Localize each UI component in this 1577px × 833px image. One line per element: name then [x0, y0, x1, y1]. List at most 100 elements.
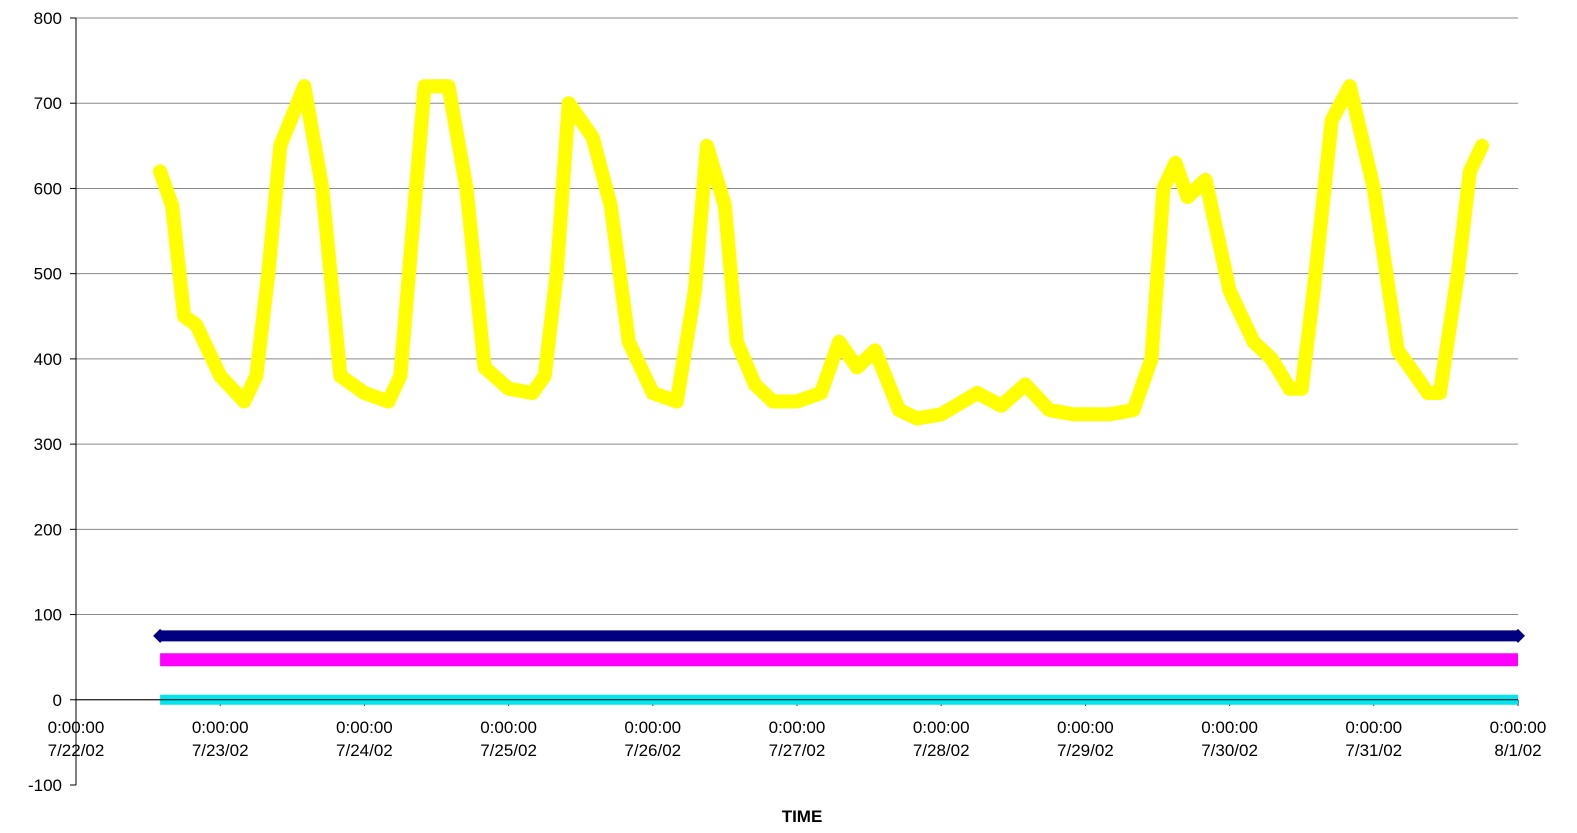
x-tick-date: 8/1/02 — [1494, 741, 1541, 760]
x-tick-time: 0:00:00 — [769, 718, 826, 737]
x-tick-date: 7/22/02 — [48, 741, 105, 760]
data-point — [748, 377, 761, 390]
data-point — [1199, 172, 1212, 185]
x-tick-time: 0:00:00 — [1057, 718, 1114, 737]
data-point — [418, 79, 431, 92]
axes — [75, 18, 1518, 785]
y-tick-label: 200 — [34, 520, 62, 539]
data-point — [316, 181, 329, 194]
data-point — [262, 266, 275, 279]
data-point — [670, 394, 683, 407]
data-point — [526, 385, 539, 398]
data-point — [1367, 181, 1380, 194]
data-point — [1433, 385, 1446, 398]
y-tick-label: 800 — [34, 9, 62, 28]
data-point — [604, 198, 617, 211]
x-tick-date: 7/30/02 — [1201, 741, 1258, 760]
data-point — [1307, 283, 1320, 296]
data-point — [911, 411, 924, 424]
data-point — [1403, 360, 1416, 373]
data-point — [214, 368, 227, 381]
data-point — [460, 181, 473, 194]
data-point — [153, 628, 168, 643]
data-point — [935, 407, 948, 420]
x-axis-label: TIME — [782, 807, 823, 826]
data-point — [688, 283, 701, 296]
data-point — [766, 394, 779, 407]
y-tick-label: -100 — [28, 776, 62, 795]
data-point — [700, 138, 713, 151]
data-point — [1475, 138, 1488, 151]
x-tick-date: 7/25/02 — [480, 741, 537, 760]
data-point — [178, 309, 191, 322]
data-point — [1511, 628, 1525, 643]
data-point — [274, 138, 287, 151]
data-point — [394, 368, 407, 381]
data-point — [1169, 155, 1182, 168]
data-point — [154, 164, 167, 177]
data-point — [1295, 381, 1308, 394]
data-point — [869, 343, 882, 356]
data-point — [166, 198, 179, 211]
data-point — [334, 368, 347, 381]
x-tick-date: 7/24/02 — [336, 741, 393, 760]
data-point — [995, 398, 1008, 411]
series-layer — [153, 79, 1525, 705]
x-tick-date: 7/29/02 — [1057, 741, 1114, 760]
data-point — [1451, 266, 1464, 279]
data-point — [190, 317, 203, 330]
data-point — [1157, 181, 1170, 194]
data-point — [791, 394, 803, 407]
data-point — [1343, 79, 1356, 92]
data-point — [1247, 334, 1260, 347]
data-point — [586, 130, 599, 143]
data-point — [1325, 113, 1338, 126]
data-point — [1127, 403, 1140, 416]
data-point — [851, 360, 864, 373]
data-point — [893, 403, 906, 416]
data-point — [622, 334, 635, 347]
data-point — [971, 385, 984, 398]
data-point — [538, 368, 551, 381]
y-tick-label: 300 — [34, 435, 62, 454]
data-point — [1145, 351, 1158, 364]
x-tick-time: 0:00:00 — [1345, 718, 1402, 737]
series-1 — [153, 79, 1489, 426]
y-tick-label: 500 — [34, 265, 62, 284]
x-tick-date: 7/31/02 — [1345, 741, 1402, 760]
data-point — [1181, 189, 1194, 202]
data-point — [478, 360, 491, 373]
data-point — [718, 198, 731, 211]
x-tick-time: 0:00:00 — [480, 718, 537, 737]
data-point — [1067, 407, 1080, 420]
data-point — [1421, 385, 1434, 398]
data-point — [1019, 377, 1032, 390]
data-point — [238, 394, 251, 407]
x-tick-date: 7/26/02 — [624, 741, 681, 760]
data-point — [646, 385, 659, 398]
data-point — [1103, 407, 1116, 420]
x-tick-date: 7/23/02 — [192, 741, 249, 760]
x-tick-time: 0:00:00 — [1490, 718, 1547, 737]
data-point — [298, 79, 311, 92]
series-2 — [153, 628, 1525, 643]
x-tick-time: 0:00:00 — [913, 718, 970, 737]
y-tick-label: 400 — [34, 350, 62, 369]
x-tick-time: 0:00:00 — [624, 718, 681, 737]
data-point — [833, 334, 846, 347]
data-point — [250, 368, 263, 381]
data-point — [1283, 381, 1296, 394]
data-point — [502, 381, 515, 394]
tick-labels: -100 0 100 200 300 400 500 600 700 800 0:00:00 7/22… — [28, 9, 1546, 795]
x-tick-time: 0:00:00 — [336, 718, 393, 737]
series-line — [153, 79, 1489, 426]
y-tick-label: 600 — [34, 179, 62, 198]
data-point — [1265, 351, 1278, 364]
data-point — [550, 266, 563, 279]
data-point — [1223, 283, 1236, 296]
y-tick-label: 0 — [53, 691, 62, 710]
data-point — [1391, 343, 1404, 356]
data-point — [1043, 403, 1056, 416]
